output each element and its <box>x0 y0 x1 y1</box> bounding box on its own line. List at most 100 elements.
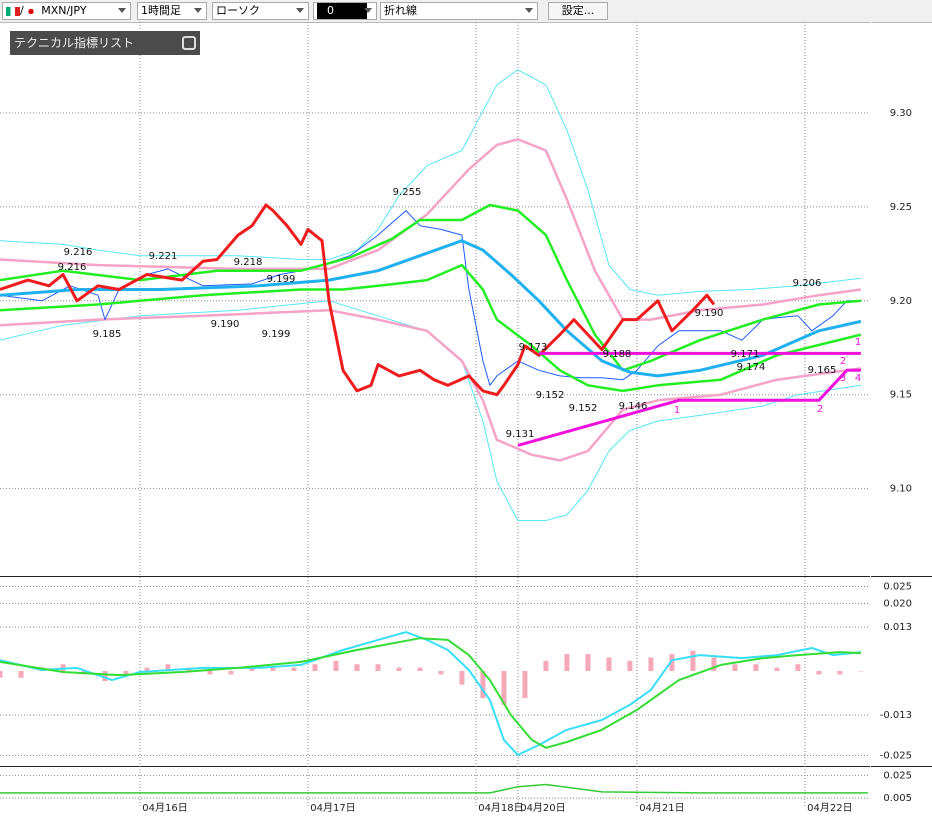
histogram-bar <box>753 664 759 671</box>
histogram-bar <box>291 667 297 671</box>
line-type-field[interactable]: 折れ線 <box>380 2 538 20</box>
pair-select[interactable]: / MXN/JPY <box>2 2 131 20</box>
histogram-bar <box>249 667 255 671</box>
flag-jp <box>23 6 38 16</box>
series-line <box>0 203 862 372</box>
price-label: 9.165 <box>808 365 837 376</box>
histogram-bar <box>669 654 675 671</box>
indicator-list[interactable]: テクニカル指標リスト <box>10 31 200 55</box>
count: 0 <box>317 3 367 19</box>
histogram-bar <box>480 670 486 699</box>
histogram-bar <box>375 664 381 671</box>
histogram-bar <box>165 664 171 671</box>
histogram-bar <box>144 667 150 671</box>
histogram-bar <box>543 660 549 671</box>
y-tick-label: 0.020 <box>883 598 912 609</box>
histogram-bar <box>312 664 318 671</box>
y-tick-label: 9.30 <box>890 108 912 119</box>
histogram-bar <box>690 650 696 671</box>
series-line <box>0 308 862 462</box>
histogram-bar <box>564 654 570 671</box>
histogram-bar <box>18 670 24 678</box>
histogram-bar <box>585 654 591 671</box>
price-label: 9.221 <box>149 251 178 262</box>
y-tick-label: 0.025 <box>883 581 912 592</box>
price-label: 9.188 <box>603 349 632 360</box>
price-label: 9.152 <box>536 390 565 401</box>
y-tick-label: -0.013 <box>880 710 912 721</box>
y-tick-label: 9.25 <box>890 202 912 213</box>
histogram-bar <box>417 667 423 671</box>
y-tick-label: 9.10 <box>890 484 912 495</box>
histogram-bar <box>60 664 66 671</box>
trend-label: 1 <box>855 337 861 348</box>
x-tick-label: 04月17日 <box>310 802 355 814</box>
x-tick-label: 04月20日 <box>520 802 565 814</box>
x-tick-label: 04月16日 <box>142 802 187 814</box>
y-tick-label: 0.013 <box>883 622 912 633</box>
price-label: 9.206 <box>793 278 822 289</box>
y-tick-label: 9.20 <box>890 296 912 307</box>
trend-label: 4 <box>855 373 861 384</box>
price-label: 9.173 <box>519 342 548 353</box>
histogram-bar <box>522 670 528 699</box>
trend-label: 3 <box>840 373 846 384</box>
y-tick-label: -0.025 <box>880 751 912 762</box>
timeframe: 1時間足 <box>141 4 181 17</box>
price-label: 9.174 <box>737 362 766 373</box>
series-line <box>517 368 861 447</box>
histogram-bar <box>207 670 213 675</box>
pair: MXN/JPY <box>41 4 87 17</box>
count-select[interactable]: 0 <box>313 2 377 20</box>
flag-mx <box>6 6 20 16</box>
series-line <box>0 210 861 386</box>
series-line <box>0 637 861 749</box>
histogram-bar <box>816 670 822 675</box>
series-line <box>0 69 861 296</box>
series-line <box>0 203 716 397</box>
toolbar: / MXN/JPY 1時間足 ローソク 0 折れ線 設定... <box>0 0 932 23</box>
timeframe-select[interactable]: 1時間足 <box>137 2 207 20</box>
histogram-bar <box>0 670 3 678</box>
price-label: 9.255 <box>393 187 422 198</box>
histogram-bar <box>858 670 864 672</box>
price-label: 9.185 <box>93 329 122 340</box>
histogram-bar <box>333 660 339 671</box>
series-line <box>0 631 862 756</box>
histogram-bar <box>606 657 612 671</box>
series-line <box>0 783 868 794</box>
histogram-bar <box>732 664 738 671</box>
histogram-bar <box>501 670 507 705</box>
price-label: 9.131 <box>506 429 535 440</box>
price-label: 9.146 <box>619 401 648 412</box>
price-label: 9.216 <box>58 262 87 273</box>
chart-type: ローソク <box>216 4 260 17</box>
histogram-bar <box>396 667 402 671</box>
price-label: 9.152 <box>569 403 598 414</box>
y-tick-label: 0.005 <box>883 793 912 804</box>
price-label: 9.171 <box>731 349 760 360</box>
y-tick-label: 0.025 <box>883 770 912 781</box>
price-label: 9.216 <box>64 247 93 258</box>
price-label: 9.199 <box>267 274 296 285</box>
histogram-bar <box>228 670 234 675</box>
histogram-bar <box>837 670 843 675</box>
price-label: 9.218 <box>234 257 263 268</box>
histogram-bar <box>459 670 465 685</box>
histogram-bar <box>354 664 360 671</box>
indicator-list-title: テクニカル指標リスト <box>14 36 135 50</box>
series-line <box>0 239 862 378</box>
histogram-bar <box>438 670 444 675</box>
histogram-bar <box>774 667 780 671</box>
trend-label: 2 <box>840 356 846 367</box>
chart-type-select[interactable]: ローソク <box>212 2 309 20</box>
settings-button[interactable]: 設定... <box>548 2 608 20</box>
trend-label: 1 <box>674 405 680 416</box>
x-tick-label: 04月22日 <box>807 802 852 814</box>
price-label: 9.190 <box>695 308 724 319</box>
histogram-bar <box>795 664 801 671</box>
price-label: 9.190 <box>211 319 240 330</box>
indicator-list-icon <box>182 36 196 50</box>
line-type: 折れ線 <box>384 4 417 17</box>
